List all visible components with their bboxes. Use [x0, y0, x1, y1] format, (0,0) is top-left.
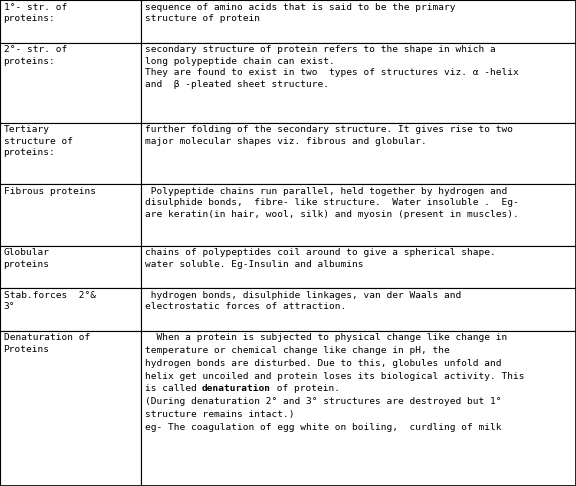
Bar	[0, 43, 141, 123]
Text: Polypeptide chains run parallel, held together by hydrogen and
disulphide bonds,: Polypeptide chains run parallel, held to…	[145, 187, 518, 219]
Bar	[141, 123, 576, 184]
Text: secondary structure of protein refers to the shape in which a
long polypeptide c: secondary structure of protein refers to…	[145, 45, 518, 88]
Bar	[0, 184, 141, 245]
Bar	[141, 288, 576, 331]
Text: hydrogen bonds are disturbed. Due to this, globules unfold and: hydrogen bonds are disturbed. Due to thi…	[145, 359, 501, 368]
Text: 1°- str. of
proteins:: 1°- str. of proteins:	[3, 2, 67, 23]
Text: is called: is called	[145, 384, 202, 393]
Text: Tertiary
structure of
proteins:: Tertiary structure of proteins:	[3, 125, 73, 157]
Bar	[141, 0, 576, 43]
Text: (During denaturation 2° and 3° structures are destroyed but 1°: (During denaturation 2° and 3° structure…	[145, 397, 501, 406]
Text: Fibrous proteins: Fibrous proteins	[3, 187, 96, 196]
Bar	[141, 184, 576, 245]
Text: hydrogen bonds, disulphide linkages, van der Waals and
electrostatic forces of a: hydrogen bonds, disulphide linkages, van…	[145, 291, 461, 311]
Bar	[0, 288, 141, 331]
Bar	[0, 0, 141, 43]
Text: structure remains intact.): structure remains intact.)	[145, 410, 294, 419]
Text: Denaturation of
Proteins: Denaturation of Proteins	[3, 333, 90, 354]
Text: chains of polypeptides coil around to give a spherical shape.
water soluble. Eg-: chains of polypeptides coil around to gi…	[145, 248, 495, 269]
Bar	[141, 331, 576, 486]
Bar	[0, 245, 141, 288]
Text: helix get uncoiled and protein loses its biological activity. This: helix get uncoiled and protein loses its…	[145, 372, 524, 381]
Bar	[0, 331, 141, 486]
Text: Globular
proteins: Globular proteins	[3, 248, 50, 269]
Text: of protein.: of protein.	[271, 384, 340, 393]
Bar	[141, 43, 576, 123]
Text: eg- The coagulation of egg white on boiling,  curdling of milk: eg- The coagulation of egg white on boil…	[145, 423, 501, 432]
Text: sequence of amino acids that is said to be the primary
structure of protein: sequence of amino acids that is said to …	[145, 2, 455, 23]
Text: further folding of the secondary structure. It gives rise to two
major molecular: further folding of the secondary structu…	[145, 125, 513, 146]
Text: Stab.forces  2°&
3°: Stab.forces 2°& 3°	[3, 291, 96, 311]
Text: 2°- str. of
proteins:: 2°- str. of proteins:	[3, 45, 67, 66]
Text: denaturation: denaturation	[202, 384, 271, 393]
Text: temperature or chemical change like change in pH, the: temperature or chemical change like chan…	[145, 346, 449, 355]
Bar	[0, 123, 141, 184]
Text: When a protein is subjected to physical change like change in: When a protein is subjected to physical …	[145, 333, 507, 343]
Bar	[141, 245, 576, 288]
